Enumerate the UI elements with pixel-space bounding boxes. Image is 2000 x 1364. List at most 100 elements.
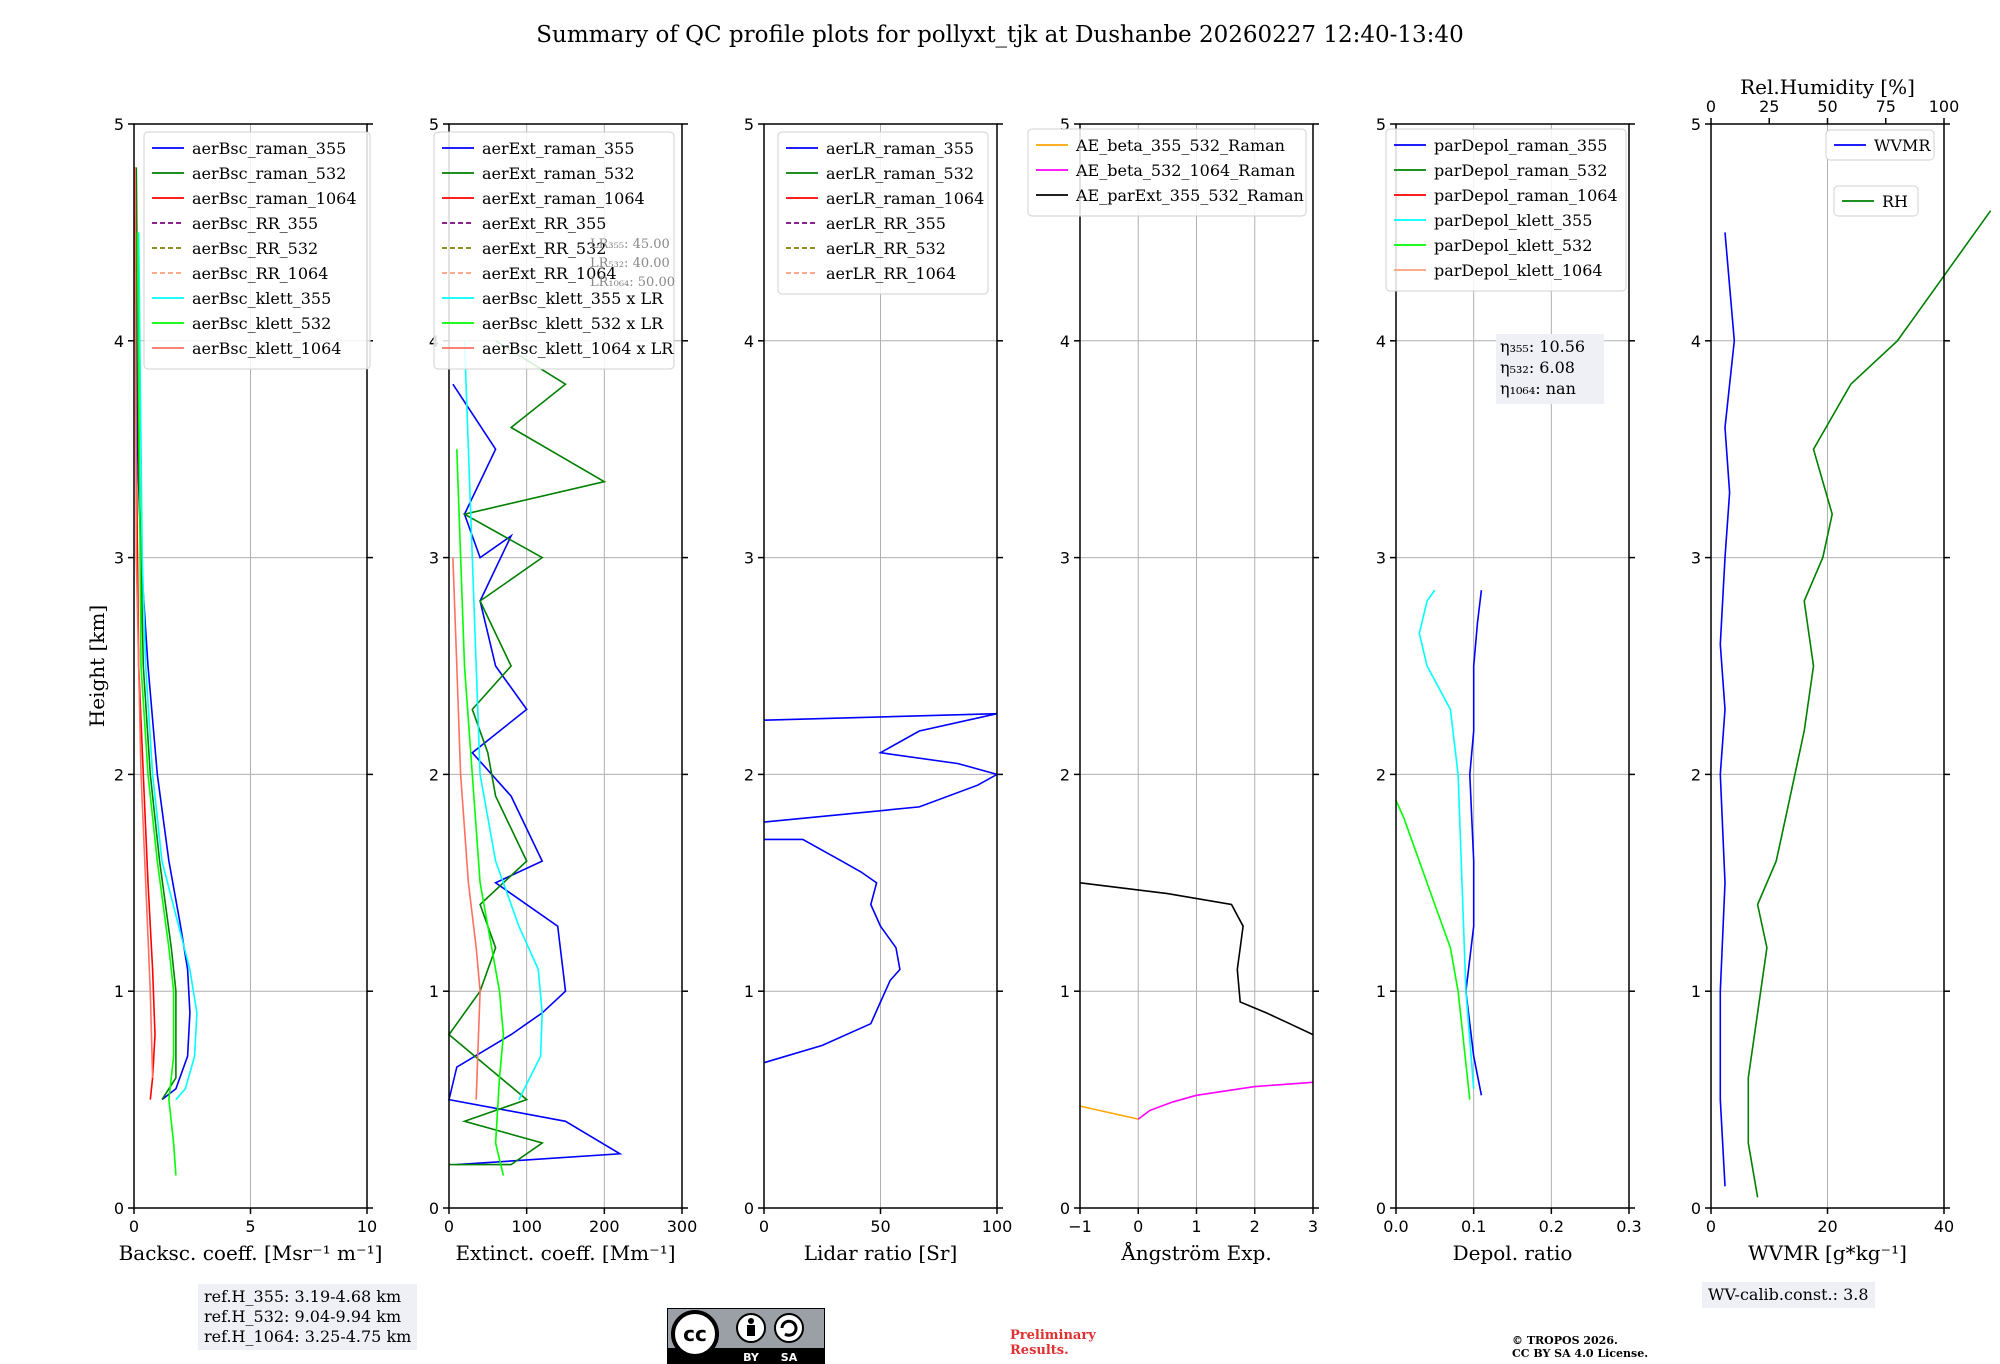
- x-tick-label: 0: [129, 1217, 139, 1236]
- ref-height-box: ref.H_355: 3.19-4.68 km ref.H_532: 9.04-…: [198, 1284, 418, 1350]
- series-parDepol_klett_355: [1418, 589, 1475, 1089]
- figure-title: Summary of QC profile plots for pollyxt_…: [536, 22, 1464, 48]
- series-aerBsc_klett_1064: [134, 167, 154, 1078]
- rh-tick-label: 0: [1706, 97, 1716, 116]
- legend-label-AE_parExt_355_532_Raman: AE_parExt_355_532_Raman: [1075, 186, 1304, 205]
- y-tick-label: 0: [1060, 1199, 1070, 1218]
- legend-label-aerLR_raman_532: aerLR_raman_532: [826, 164, 974, 183]
- legend-box: [777, 131, 989, 295]
- plot-frame: [1079, 123, 1314, 1209]
- legend-label-aerLR_RR_355: aerLR_RR_355: [826, 214, 946, 233]
- y-tick-label: 3: [114, 549, 124, 568]
- x-tick-label: 3: [1308, 1217, 1318, 1236]
- preliminary-line-1: Preliminary: [1010, 1328, 1096, 1343]
- y-tick-label: 3: [1060, 549, 1070, 568]
- y-tick-label: 0: [429, 1199, 439, 1218]
- legend-label-aerBsc_klett_532: aerBsc_klett_532: [192, 314, 331, 333]
- y-tick-label: 5: [429, 115, 439, 134]
- y-tick-label: 3: [744, 549, 754, 568]
- y-tick-label: 0: [1691, 1199, 1701, 1218]
- legend-label-AE_beta_355_532_Raman: AE_beta_355_532_Raman: [1075, 136, 1285, 155]
- ref-height-1064: ref.H_1064: 3.25-4.75 km: [204, 1327, 412, 1346]
- y-tick-label: 2: [1691, 765, 1701, 784]
- y-tick-label: 5: [1691, 115, 1701, 134]
- x-tick-label: 5: [245, 1217, 255, 1236]
- legend-label-parDepol_klett_532: parDepol_klett_532: [1434, 236, 1592, 255]
- y-tick-label: 2: [1060, 765, 1070, 784]
- x-axis-label: WVMR [g*kg⁻¹]: [1748, 1241, 1907, 1265]
- lr-annotation: LR₃₅₅: 45.00: [590, 237, 670, 252]
- sa-share-icon: [774, 1313, 804, 1343]
- y-tick-label: 5: [1060, 115, 1070, 134]
- x-tick-label: 0.1: [1461, 1217, 1486, 1236]
- x-axis-label: Extinct. coeff. [Mm⁻¹]: [455, 1241, 675, 1265]
- rh-legend-box: [1833, 185, 1919, 217]
- eta-annotations: η₃₅₅: 10.56 η₅₃₂: 6.08 η₁₀₆₄: nan: [1496, 334, 1604, 404]
- y-tick-label: 1: [744, 982, 754, 1001]
- legend-label-aerExt_raman_355: aerExt_raman_355: [482, 139, 635, 158]
- legend-label-parDepol_raman_355: parDepol_raman_355: [1434, 136, 1607, 155]
- series-aerBsc_klett_1064 x LR: [452, 557, 481, 1100]
- y-tick-label: 4: [1376, 332, 1386, 351]
- wv-calib-constant: WV-calib.const.: 3.8: [1708, 1285, 1869, 1304]
- cc-icon: [671, 1310, 719, 1358]
- legend-label-aerBsc_klett_355 x LR: aerBsc_klett_355 x LR: [482, 289, 664, 308]
- series-WVMR: [1719, 232, 1736, 1187]
- panel-extinction: 0123450100200300Extinct. coeff. [Mm⁻¹]ae…: [429, 115, 697, 1265]
- series-RH: [1747, 210, 1992, 1198]
- x-tick-label: 0: [1133, 1217, 1143, 1236]
- x-tick-label: 0.0: [1383, 1217, 1408, 1236]
- rh-tick-label: 75: [1876, 97, 1896, 116]
- legend: aerLR_raman_355 aerLR_raman_532 aerLR_rama…: [777, 131, 989, 295]
- rh-tick-label: 50: [1817, 97, 1837, 116]
- rh-axis-label: Rel.Humidity [%]: [1740, 75, 1915, 99]
- legend-label-parDepol_raman_532: parDepol_raman_532: [1434, 161, 1607, 180]
- x-axis-label: Ångström Exp.: [1120, 1240, 1271, 1265]
- eta-annotation: η₃₅₅: 10.56: [1500, 337, 1585, 356]
- legend: aerExt_raman_355 aerExt_raman_532 aerExt_r…: [433, 131, 675, 370]
- legend-label-aerBsc_RR_532: aerBsc_RR_532: [192, 239, 318, 258]
- copyright-note: © TROPOS 2026. CC BY SA 4.0 License.: [1512, 1334, 1648, 1360]
- series-aerExt_raman_532: [447, 340, 607, 1166]
- legend-label-aerExt_RR_1064: aerExt_RR_1064: [482, 264, 617, 283]
- y-tick-label: 2: [429, 765, 439, 784]
- ref-height-355: ref.H_355: 3.19-4.68 km: [204, 1287, 402, 1306]
- y-tick-label: 3: [1691, 549, 1701, 568]
- rh-legend-label: RH: [1882, 192, 1908, 211]
- legend-label-aerBsc_raman_532: aerBsc_raman_532: [192, 164, 346, 183]
- panel-backscatter: 0 1 2 3 4 5 0 5 10 Backsc. coeff. [Msr⁻¹ m⁻¹] aerB…: [114, 115, 383, 1265]
- cc-license-badge: cc BY SA: [667, 1308, 825, 1364]
- legend-label-aerExt_raman_1064: aerExt_raman_1064: [482, 189, 645, 208]
- legend-label-AE_beta_532_1064_Raman: AE_beta_532_1064_Raman: [1075, 161, 1295, 180]
- y-tick-label: 1: [1691, 982, 1701, 1001]
- lr-annotation: LR₁₀₆₄: 50.00: [590, 275, 675, 290]
- y-tick-label: 4: [744, 332, 754, 351]
- y-tick-label: 3: [429, 549, 439, 568]
- x-tick-label: 2: [1250, 1217, 1260, 1236]
- copyright-line-1: © TROPOS 2026.: [1512, 1334, 1618, 1347]
- copyright-line-2: CC BY SA 4.0 License.: [1512, 1347, 1649, 1360]
- legend-label-aerBsc_klett_1064 x LR: aerBsc_klett_1064 x LR: [482, 339, 674, 358]
- rh-tick-label: 100: [1929, 97, 1960, 116]
- y-tick-label: 2: [114, 765, 124, 784]
- legend-box: [433, 131, 675, 370]
- legend-label-aerExt_RR_355: aerExt_RR_355: [482, 214, 606, 233]
- x-axis-label: Depol. ratio: [1453, 1241, 1573, 1265]
- ref-height-532: ref.H_532: 9.04-9.94 km: [204, 1307, 402, 1326]
- cc-text: cc: [683, 1322, 707, 1346]
- plot-frame: [133, 123, 368, 1209]
- y-tick-label: 5: [744, 115, 754, 134]
- y-tick-label: 1: [1376, 982, 1386, 1001]
- legend-label-aerBsc_klett_1064: aerBsc_klett_1064: [192, 339, 341, 358]
- y-axis-label: Height [km]: [85, 605, 109, 727]
- series-AE_beta_532_1064_Raman: [1137, 1081, 1314, 1120]
- legend-label-parDepol_raman_1064: parDepol_raman_1064: [1434, 186, 1618, 205]
- y-tick-label: 0: [744, 1199, 754, 1218]
- x-tick-label: 0: [759, 1217, 769, 1236]
- y-tick-label: 0: [1376, 1199, 1386, 1218]
- eta-box: [1496, 334, 1604, 404]
- sa-text: SA: [781, 1351, 798, 1364]
- x-tick-label: 10: [357, 1217, 377, 1236]
- series-aerBsc_klett_532: [136, 232, 177, 1176]
